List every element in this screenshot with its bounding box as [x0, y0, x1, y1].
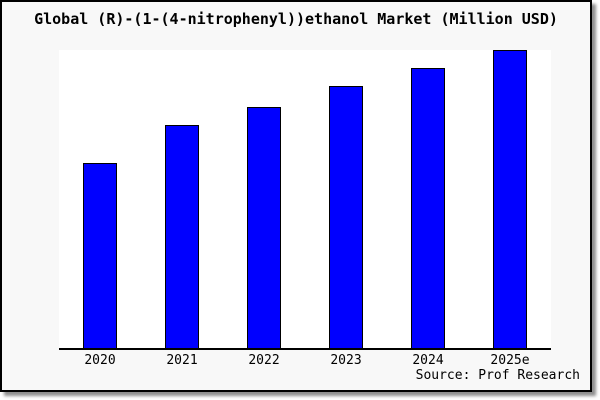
bar-2025e [493, 50, 527, 348]
bar-2023 [329, 85, 363, 348]
bar-2022 [247, 106, 281, 348]
bar-2020 [83, 163, 117, 348]
plot-area [59, 50, 551, 350]
x-tick-label-2023: 2023 [330, 353, 362, 368]
x-tick-label-2020: 2020 [84, 353, 116, 368]
x-tick-label-2021: 2021 [166, 353, 198, 368]
bar-slot [469, 50, 551, 348]
x-tick-label-2024: 2024 [412, 353, 444, 368]
bar-2021 [165, 124, 199, 348]
source-credit: Source: Prof Research [415, 368, 580, 383]
bars [59, 50, 551, 348]
bar-slot [141, 50, 223, 348]
x-tick-label-2025e: 2025e [490, 353, 530, 368]
bar-2024 [411, 67, 445, 348]
bar-slot [59, 50, 141, 348]
x-axis-labels: 2020 2021 2022 2023 2024 2025e [59, 353, 551, 368]
x-tick-label-2022: 2022 [248, 353, 280, 368]
chart-panel: Global (R)-(1-(4-nitrophenyl))ethanol Ma… [0, 0, 592, 392]
bar-slot [223, 50, 305, 348]
bar-slot [387, 50, 469, 348]
chart-title: Global (R)-(1-(4-nitrophenyl))ethanol Ma… [34, 10, 558, 28]
bar-slot [305, 50, 387, 348]
